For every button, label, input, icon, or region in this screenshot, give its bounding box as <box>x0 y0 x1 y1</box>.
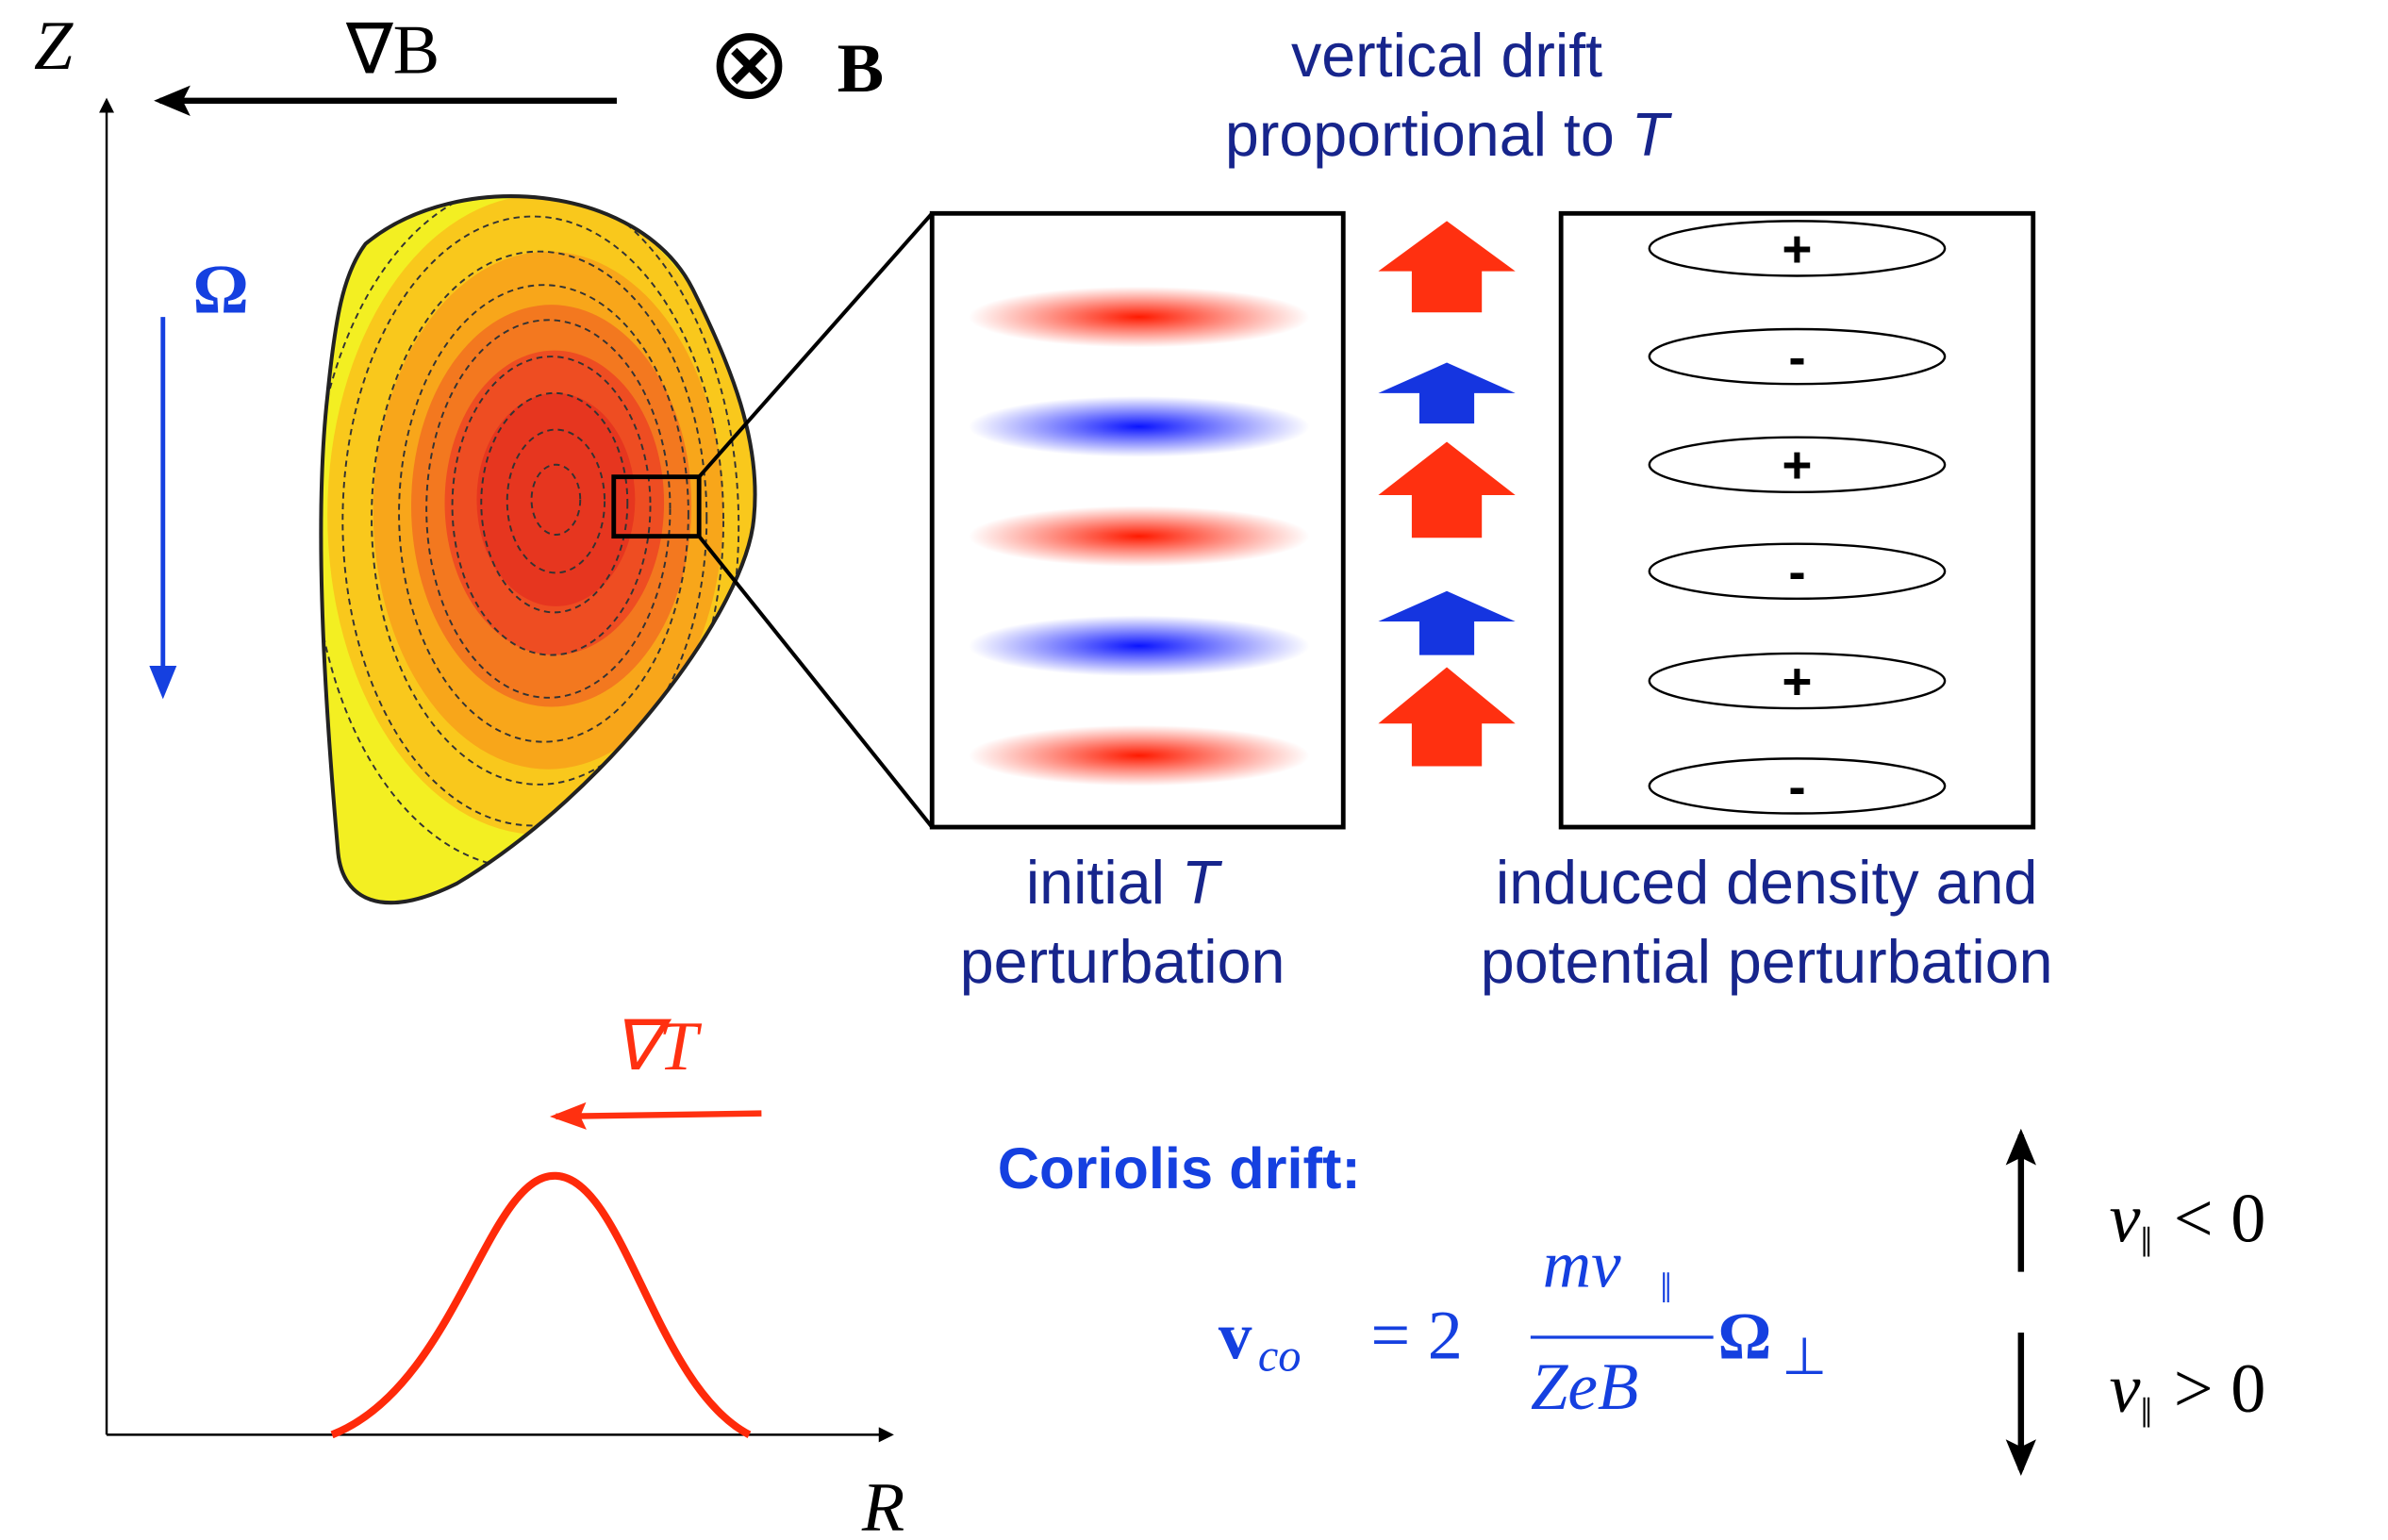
density-ellipse <box>1648 327 1947 386</box>
temperature-profile <box>330 1171 752 1439</box>
right-caption: induced density and <box>1496 849 2037 917</box>
coriolis-title: Coriolis drift: <box>998 1136 1361 1201</box>
direction-label: v‖ > 0 <box>2109 1350 2265 1436</box>
density-ellipse <box>1648 220 1947 277</box>
hot-blob <box>969 724 1310 787</box>
formula-sub: co <box>1258 1332 1302 1382</box>
grad-b-label: ∇B <box>345 12 439 90</box>
drift-arrow-small <box>1378 590 1516 655</box>
hot-blob <box>969 286 1310 348</box>
sub: ‖ <box>2140 1389 2152 1436</box>
left-caption: initial T <box>1026 849 1223 917</box>
var: v <box>2109 1180 2140 1257</box>
right-caption: potential perturbation <box>1481 928 2053 996</box>
hot-blob <box>969 505 1310 567</box>
sign-label: + <box>1782 652 1812 710</box>
density-ellipse <box>1648 436 1947 494</box>
relation: > 0 <box>2174 1350 2266 1428</box>
cold-blob <box>969 615 1310 677</box>
formula-lhs: v <box>1219 1300 1252 1374</box>
formula: v co = 2 mv ‖ ZeB Ω ⊥ <box>1219 1229 1827 1424</box>
caption-text: initial <box>1026 849 1182 917</box>
sign-label: + <box>1782 220 1812 278</box>
drift-arrow-large <box>1378 667 1516 767</box>
formula-sub: ⊥ <box>1782 1328 1827 1385</box>
sign-label: + <box>1782 436 1812 494</box>
drift-caption: vertical drift <box>1291 22 1602 90</box>
drift-arrow-large <box>1378 441 1516 538</box>
zoom-box <box>611 474 702 539</box>
density-ellipse <box>1648 757 1947 815</box>
caption-var: T <box>1632 101 1673 169</box>
omega-label: Ω <box>192 251 248 328</box>
grad-t-arrow <box>549 1101 762 1130</box>
formula-numerator: mv <box>1543 1229 1621 1302</box>
direction-label: v‖ < 0 <box>2109 1180 2265 1266</box>
caption-var: T <box>1182 849 1223 917</box>
b-symbol: ⊗ <box>707 9 791 121</box>
formula-rhs: Ω <box>1717 1300 1771 1374</box>
sign-label: - <box>1788 542 1805 601</box>
relation: < 0 <box>2174 1180 2266 1257</box>
drift-arrow-large <box>1378 221 1516 313</box>
formula-sub: ‖ <box>1660 1265 1672 1312</box>
left-caption: perturbation <box>960 928 1285 996</box>
r-label: R <box>861 1469 904 1540</box>
grad-t-label: ∇T <box>612 1008 703 1085</box>
caption-text: proportional to <box>1225 101 1632 169</box>
drift-caption: proportional to T <box>1225 101 1673 169</box>
density-box <box>1558 210 2036 830</box>
z-label: Z <box>34 8 74 85</box>
plasma-cross-section <box>321 196 755 903</box>
density-ellipse <box>1648 542 1947 601</box>
sub: ‖ <box>2140 1218 2152 1266</box>
drift-arrow-small <box>1378 362 1516 424</box>
zoom-line <box>697 535 934 829</box>
cold-blob <box>969 396 1310 457</box>
formula-equals: = 2 <box>1370 1298 1463 1375</box>
var: v <box>2109 1350 2140 1428</box>
sign-label: - <box>1788 757 1805 816</box>
zoom-line <box>697 211 934 478</box>
formula-denominator: ZeB <box>1531 1350 1638 1424</box>
sign-group: + - + - + - <box>1648 220 1947 816</box>
sign-label: - <box>1788 327 1805 386</box>
b-label: B <box>837 30 885 108</box>
density-ellipse <box>1648 652 1947 710</box>
plasma-boundary <box>319 194 757 905</box>
